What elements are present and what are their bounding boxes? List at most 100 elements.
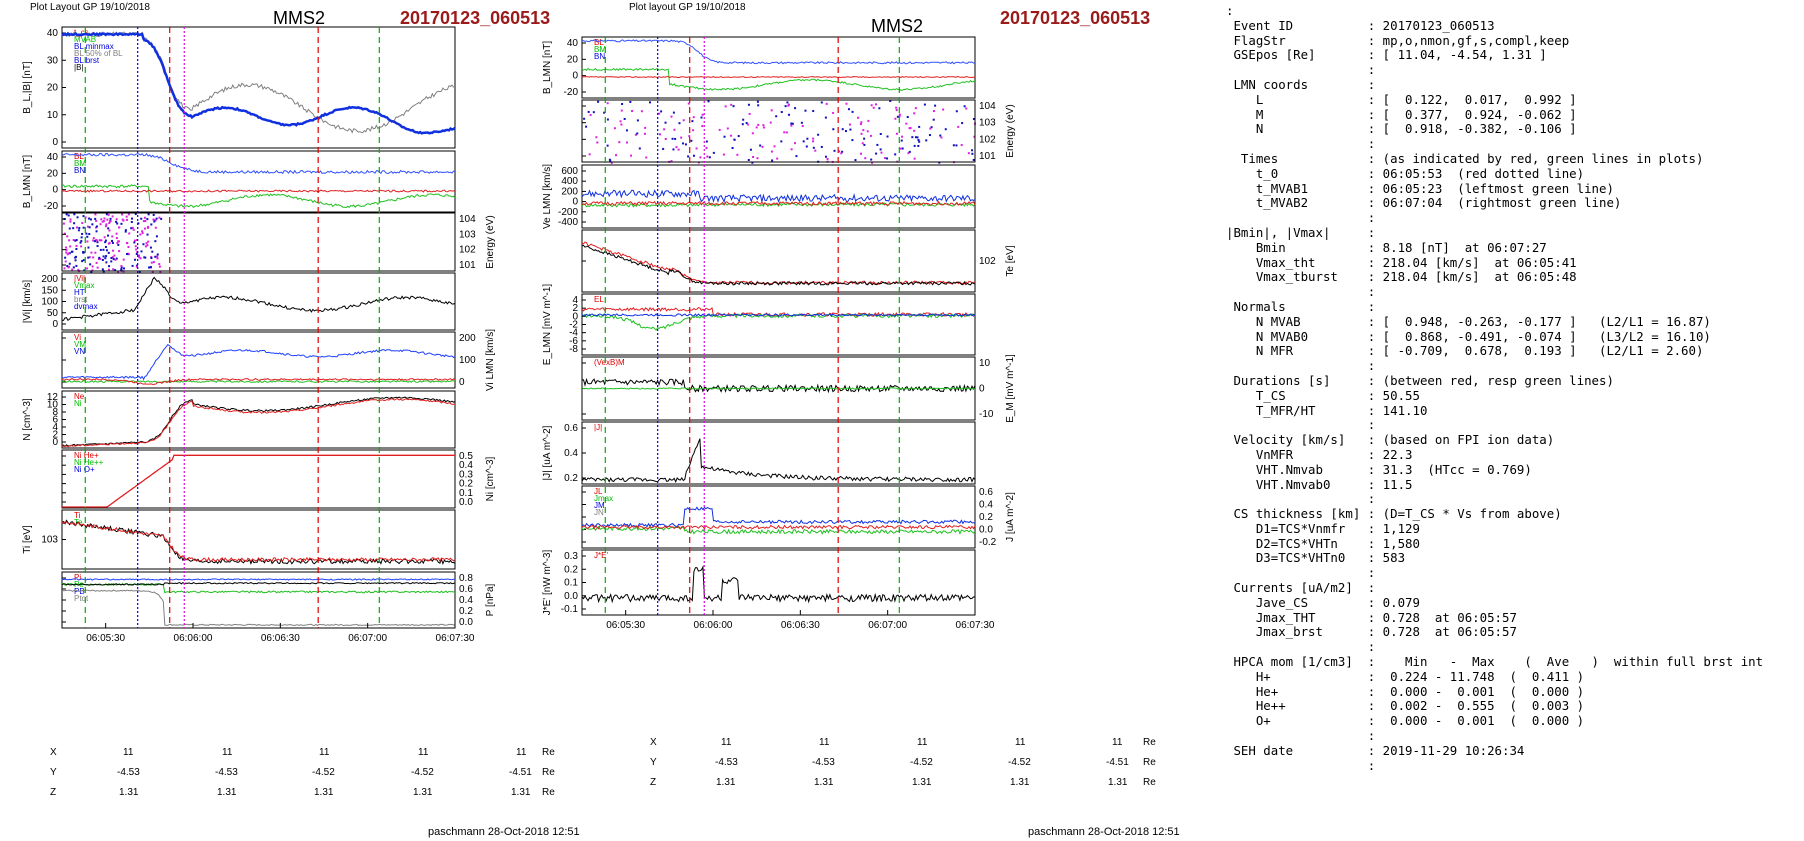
left-spec-noise	[64, 260, 67, 263]
left-spec-noise	[155, 235, 158, 238]
left-spec-noise	[75, 239, 78, 242]
right-spec-noise	[914, 136, 917, 139]
left-spec-noise	[142, 220, 145, 223]
right-spec-noise	[747, 103, 750, 106]
right-spec-noise	[870, 104, 873, 107]
right-spec-noise	[961, 122, 964, 125]
right-spec-noise	[687, 155, 690, 158]
right-spec-noise	[583, 117, 586, 120]
left-spec-noise	[141, 232, 144, 235]
left-legend-6-1: Ni He++	[74, 458, 104, 467]
right-trace-7-0	[581, 506, 976, 528]
left-spec-noise	[81, 232, 84, 235]
left-legend-5-1: Ni	[74, 399, 82, 408]
right-spec-noise	[909, 127, 912, 130]
left-spec-noise	[96, 245, 99, 248]
right-trace-0-2	[582, 76, 976, 79]
left-ytick-0-3: 10	[47, 110, 59, 121]
right-spec-noise	[854, 159, 857, 162]
right-spec-noise	[662, 147, 665, 150]
left-spec-noise	[160, 217, 163, 220]
right-spec-noise	[930, 126, 933, 129]
left-spec-noise	[107, 242, 110, 245]
right-spec-noise	[615, 154, 618, 157]
left-spec-noise	[66, 265, 69, 268]
left-spec-noise	[104, 241, 107, 244]
event-info-text: : Event ID : 20170123_060513 FlagStr : m…	[1226, 3, 1764, 773]
left-spec-noise	[132, 228, 135, 231]
left-spec-noise	[107, 251, 110, 254]
right-ytick-0-1: 20	[567, 54, 579, 65]
left-spec-noise	[64, 256, 67, 259]
left-legend-4-0: Vi	[74, 333, 81, 342]
right-spec-noise	[875, 152, 878, 155]
left-panel-frame-3	[61, 272, 456, 331]
rcoord-unit-z: Re	[1143, 777, 1156, 788]
right-spec-noise	[706, 155, 709, 158]
rcoord-y-0: -4.53	[715, 757, 738, 768]
right-spec-noise	[898, 115, 901, 118]
right-spec-noise	[755, 126, 758, 129]
right-spec-noise	[606, 118, 609, 121]
coord-z-2: 1.31	[314, 787, 334, 798]
left-ylabel-5: N [cm^-3]	[22, 398, 33, 441]
coord-x-3: 11	[418, 747, 429, 758]
right-ytick-6-2: 0.2	[564, 473, 578, 484]
right-spec-noise	[971, 149, 974, 152]
left-spec-noise	[102, 220, 105, 223]
left-spec-noise	[99, 248, 102, 251]
right-spec-noise	[658, 112, 661, 115]
left-spec-noise	[75, 247, 78, 250]
right-ytick-0-3: -20	[564, 87, 579, 98]
left-spec-noise	[113, 254, 116, 257]
right-spec-noise	[636, 132, 639, 135]
right-spec-noise	[944, 128, 947, 131]
right-panel-frame-8	[581, 549, 976, 616]
right-trace-6-0	[581, 438, 976, 483]
right-ylabel-7: J [uA m^-2]	[1005, 492, 1016, 542]
left-legend-6-2: Ni O+	[74, 465, 95, 474]
right-spec-noise	[736, 153, 739, 156]
right-spec-noise	[801, 125, 804, 128]
left-spec-noise	[121, 213, 124, 216]
right-spec-noise	[939, 134, 942, 137]
left-spec-noise	[143, 227, 146, 230]
right-spec-noise	[859, 152, 862, 155]
left-ytick-8-0: 0.8	[459, 573, 473, 584]
right-trace-0-1	[581, 67, 976, 91]
right-spec-noise	[783, 131, 786, 134]
left-spec-noise	[67, 214, 70, 217]
left-spec-noise	[75, 226, 78, 229]
right-spec-noise	[955, 144, 958, 147]
left-spec-noise	[154, 255, 157, 258]
right-ytick-6-0: 0.6	[564, 423, 578, 434]
left-spec-noise	[140, 217, 143, 220]
right-spec-noise	[895, 132, 898, 135]
left-spec-noise	[146, 233, 149, 236]
right-spec-noise	[916, 136, 919, 139]
left-spec-noise	[107, 268, 110, 271]
left-spec-noise	[156, 257, 159, 260]
right-spec-noise	[896, 115, 899, 118]
right-spec-noise	[911, 136, 914, 139]
left-trace-3-0	[61, 276, 456, 322]
left-ytick-3-1: 150	[41, 285, 58, 296]
right-spec-noise	[596, 141, 599, 144]
right-spec-noise	[660, 110, 663, 113]
left-ytick-0-4: 0	[52, 137, 58, 148]
right-spec-noise	[905, 122, 908, 125]
right-spec-noise	[589, 114, 592, 117]
right-spec-noise	[680, 136, 683, 139]
right-spec-noise	[718, 128, 721, 131]
right-spec-noise	[899, 147, 902, 150]
left-spec-noise	[74, 259, 77, 262]
right-spec-noise	[812, 110, 815, 113]
left-spec-noise	[158, 265, 161, 268]
right-spec-noise	[901, 135, 904, 138]
left-ytick-5-6: 0	[52, 437, 58, 448]
left-spec-noise	[107, 213, 110, 216]
coord-z-3: 1.31	[413, 787, 433, 798]
right-spec-noise	[879, 148, 882, 151]
right-ytick-1-3: 101	[979, 151, 996, 162]
left-spec-noise	[90, 251, 93, 254]
